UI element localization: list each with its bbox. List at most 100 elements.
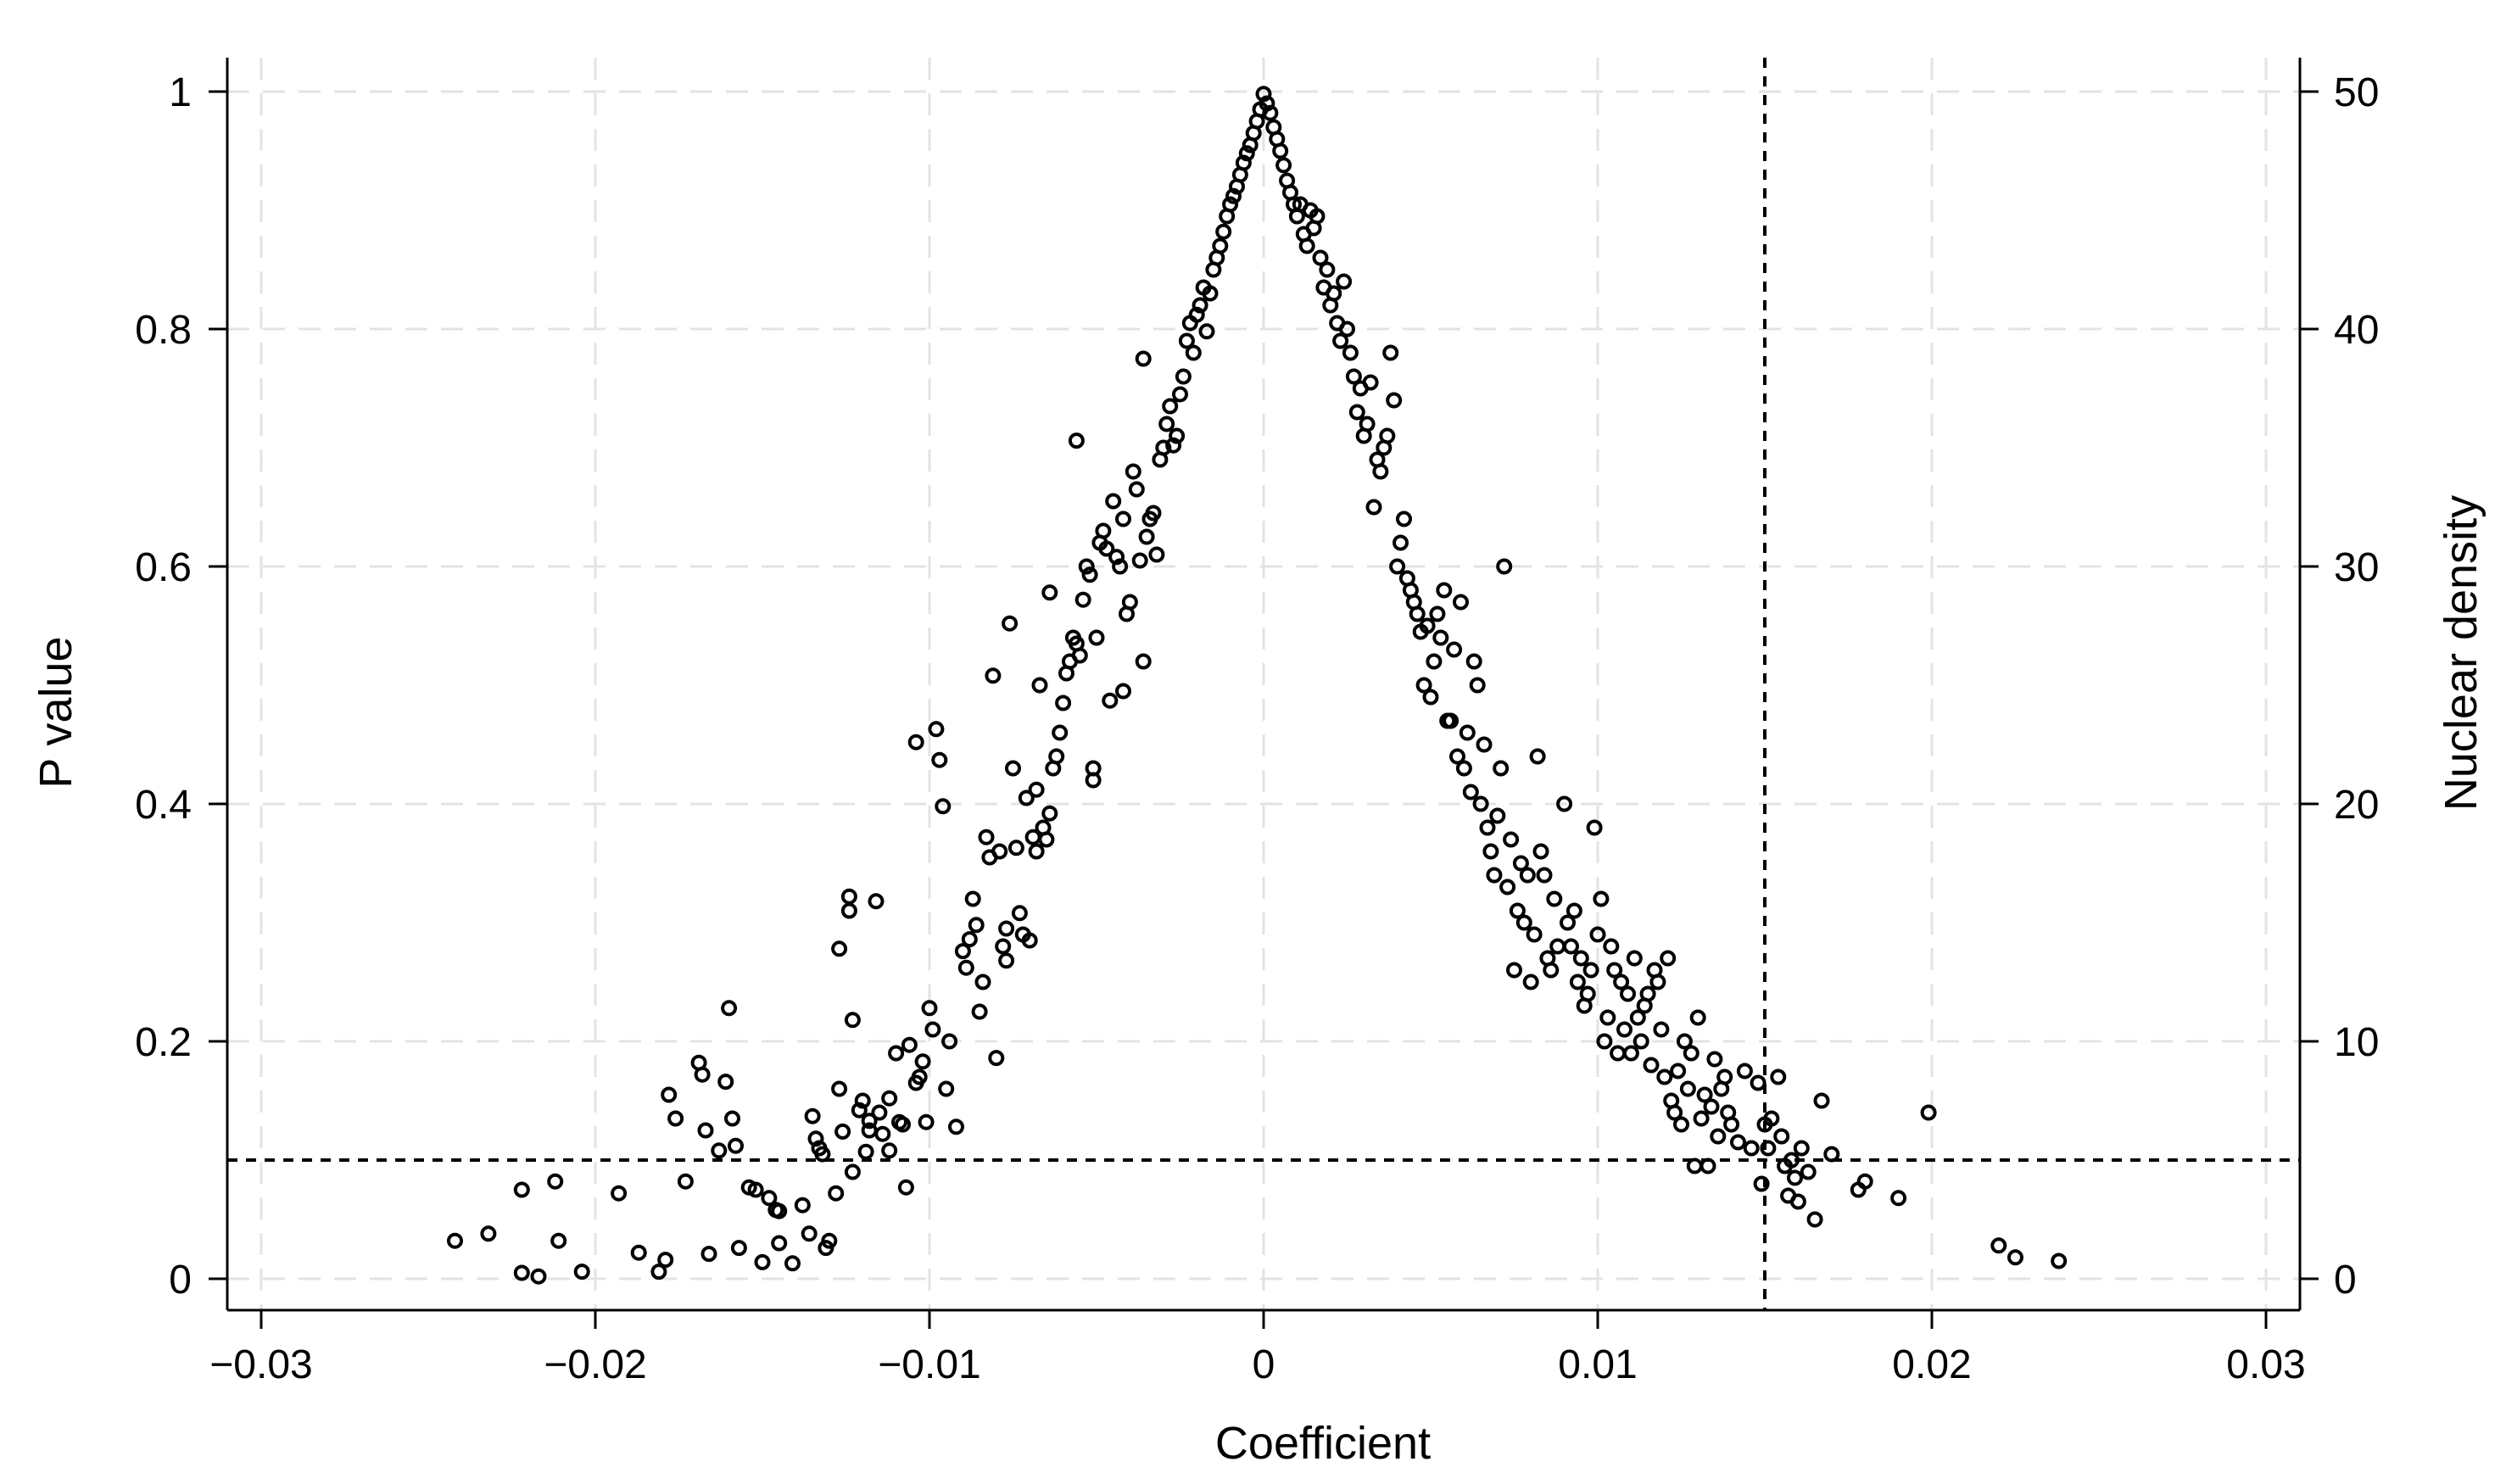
data-point [1131,552,1148,569]
data-point [1432,629,1449,646]
data-point [1549,938,1566,955]
data-point [1048,748,1065,765]
data-point [1038,831,1055,848]
data-point [1148,546,1165,563]
data-point [1215,223,1232,240]
data-point [794,1197,811,1213]
data-point [754,1253,771,1270]
data-point [771,1235,788,1252]
data-point [1259,95,1275,112]
data-point [1312,249,1329,266]
data-point [1382,344,1399,361]
data-point [1813,1092,1830,1109]
data-point [941,1033,958,1050]
data-point [1005,760,1021,777]
data-point [1693,1110,1710,1127]
data-point [998,920,1015,937]
data-point [1499,879,1516,895]
data-point [1319,261,1336,278]
data-point [854,1092,871,1109]
x-tick-label: 0.03 [2226,1342,2305,1387]
data-point [828,1185,845,1202]
data-point [1021,932,1038,949]
data-point [1359,416,1376,432]
data-point [1579,985,1596,1002]
data-point [1336,273,1353,290]
y-tick-label: 0.6 [135,545,192,590]
data-point [1515,914,1532,931]
y-tick-label: 0.8 [135,308,192,353]
data-point [724,1110,740,1127]
data-point [1689,1009,1706,1026]
data-point [1670,1063,1687,1080]
data-point [968,917,985,934]
data-point [1128,481,1145,498]
data-point [1800,1163,1817,1180]
data-point [730,1240,747,1257]
data-point [1088,629,1105,646]
data-point [513,1264,530,1281]
data-point [697,1122,714,1139]
data-point [784,1255,801,1272]
data-point [1235,154,1252,171]
data-point [1459,724,1476,741]
data-point [1673,1116,1689,1133]
data-point [1135,350,1152,367]
y-axis-title: P value [31,636,81,788]
data-point [1546,890,1563,907]
data-point [650,1264,667,1280]
data-point [971,1003,988,1020]
data-point [1582,962,1599,979]
data-point [1345,368,1362,385]
data-point [801,1225,818,1242]
data-point [611,1185,628,1202]
data-point [1703,1098,1720,1115]
data-point [1479,819,1496,836]
data-point [1465,653,1482,670]
tick-labels: −0.03 −0.02 −0.01 0 0.01 0.02 0.03 0 0.2 0.4 0.6 0.… [135,70,2379,1387]
data-point [1462,784,1479,801]
data-point [1115,683,1131,700]
x-tick-label: 0.01 [1558,1342,1637,1387]
data-point [1890,1190,1907,1207]
data-point [914,1053,931,1070]
data-point [814,1146,831,1163]
data-point [1212,237,1229,254]
data-point [1723,1116,1740,1133]
data-point [1676,1033,1693,1050]
data-point [1429,605,1446,622]
data-point [857,1143,874,1160]
data-point [831,1080,848,1097]
data-point [964,890,981,907]
data-point [1055,695,1072,711]
data-point [988,1050,1005,1067]
data-point [1071,647,1088,664]
data-point [667,1110,684,1127]
data-point [1503,831,1520,848]
data-point [1526,926,1543,943]
data-point [1489,807,1506,824]
data-point [807,1130,824,1147]
data-point [1589,926,1606,943]
data-point [1626,950,1643,967]
data-point [1041,584,1058,601]
data-point [1519,867,1536,884]
data-point [1275,157,1292,174]
data-point [938,1080,955,1097]
data-point [1773,1128,1790,1145]
data-point [881,1142,898,1159]
data-point [1188,306,1205,323]
data-point [661,1086,678,1103]
data-point [1700,1158,1716,1174]
data-point [1011,905,1028,922]
data-point [1710,1128,1727,1145]
data-point [1806,1211,1823,1228]
data-point [874,1125,891,1142]
data-point [1031,677,1048,694]
data-point [881,1090,898,1107]
data-point [1606,962,1623,979]
data-point [530,1268,547,1285]
data-point [871,1104,888,1121]
data-point [1656,1068,1673,1085]
